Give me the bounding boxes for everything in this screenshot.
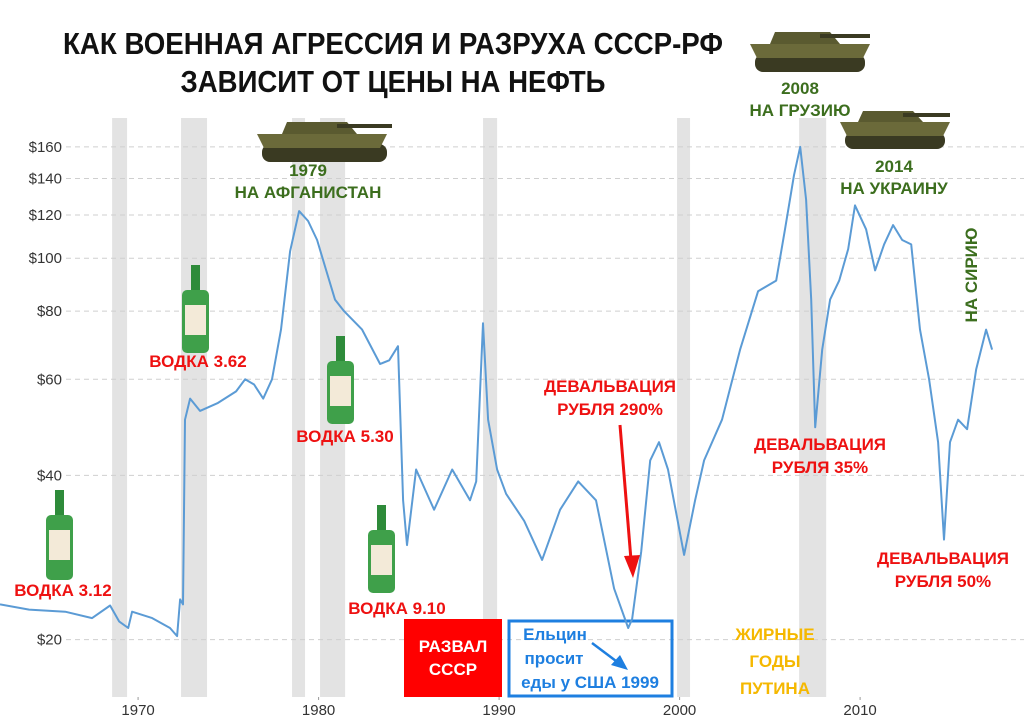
collapse-box xyxy=(404,619,502,697)
annotations: 1979 НА АФГАНИСТАН 2008 НА ГРУЗИЮ 2014 НА УКР… xyxy=(14,79,1009,698)
red-arrow xyxy=(618,424,640,578)
shaded-period xyxy=(292,118,306,697)
annotation: Ельцин xyxy=(523,625,587,644)
annotation: НА СИРИЮ xyxy=(962,228,981,323)
annotation: ВОДКА 5.30 xyxy=(296,427,393,446)
tank-icon xyxy=(750,32,870,72)
x-tick-label: 1970 xyxy=(121,702,154,719)
annotation: СССР xyxy=(429,660,477,679)
annotation: ДЕВАЛЬВАЦИЯ xyxy=(544,377,676,396)
y-tick-label: $120 xyxy=(29,207,62,224)
annotation: РУБЛЯ 290% xyxy=(557,400,663,419)
annotation: ГОДЫ xyxy=(749,652,800,671)
bottle-icon xyxy=(327,336,354,424)
annotation: просит xyxy=(524,649,583,668)
grid: $20 $40 $60 $80 $100 $120 $140 $160 1970 1980 1990… xyxy=(29,139,1024,719)
yeltsin-box xyxy=(507,619,674,698)
bottles xyxy=(46,265,395,593)
annotation: НА ГРУЗИЮ xyxy=(749,101,850,120)
annotation: РУБЛЯ 35% xyxy=(772,458,868,477)
bottle-icon xyxy=(182,265,209,353)
annotation: ПУТИНА xyxy=(740,679,810,698)
x-tick-label: 1980 xyxy=(302,702,335,719)
shaded-period xyxy=(799,118,827,697)
blue-arrow xyxy=(591,642,628,670)
y-tick-label: $40 xyxy=(37,467,62,484)
price-line xyxy=(0,145,994,638)
chart-title: КАК ВОЕННАЯ АГРЕССИЯ И РАЗРУХА СССР-РФ xyxy=(63,26,723,61)
tank-icon xyxy=(840,111,950,149)
y-tick-label: $100 xyxy=(29,250,62,267)
annotation: еды у США 1999 xyxy=(521,673,659,692)
x-tick-label: 1990 xyxy=(482,702,515,719)
y-tick-label: $60 xyxy=(37,371,62,388)
annotation: ДЕВАЛЬВАЦИЯ xyxy=(754,435,886,454)
annotation: ВОДКА 9.10 xyxy=(348,599,445,618)
annotation: ВОДКА 3.62 xyxy=(149,352,246,371)
annotation: НА АФГАНИСТАН xyxy=(235,183,382,202)
shaded-period xyxy=(483,118,498,697)
annotation: 2008 xyxy=(781,79,819,98)
bottle-icon xyxy=(46,490,73,580)
line-layer xyxy=(0,145,994,638)
y-tick-label: $20 xyxy=(37,632,62,649)
annotation: 2014 xyxy=(875,157,913,176)
y-tick-label: $140 xyxy=(29,171,62,188)
shaded-period xyxy=(181,118,208,697)
annotation: ЖИРНЫЕ xyxy=(734,625,814,644)
x-tick-label: 2010 xyxy=(843,702,876,719)
annotation: 1979 xyxy=(289,161,327,180)
annotation: РАЗВАЛ xyxy=(419,637,488,656)
shaded-periods xyxy=(112,118,827,697)
annotation: ВОДКА 3.12 xyxy=(14,581,111,600)
y-tick-label: $80 xyxy=(37,303,62,320)
x-tick-label: 2000 xyxy=(663,702,696,719)
tank-icon xyxy=(257,122,392,162)
annotation: РУБЛЯ 50% xyxy=(895,572,991,591)
annotation: НА УКРАИНУ xyxy=(840,179,948,198)
bottle-icon xyxy=(368,505,395,593)
shaded-period xyxy=(112,118,128,697)
shaded-period xyxy=(677,118,691,697)
y-tick-label: $160 xyxy=(29,139,62,156)
annotation: ДЕВАЛЬВАЦИЯ xyxy=(877,549,1009,568)
chart-subtitle: ЗАВИСИТ ОТ ЦЕНЫ НА НЕФТЬ xyxy=(181,64,606,99)
